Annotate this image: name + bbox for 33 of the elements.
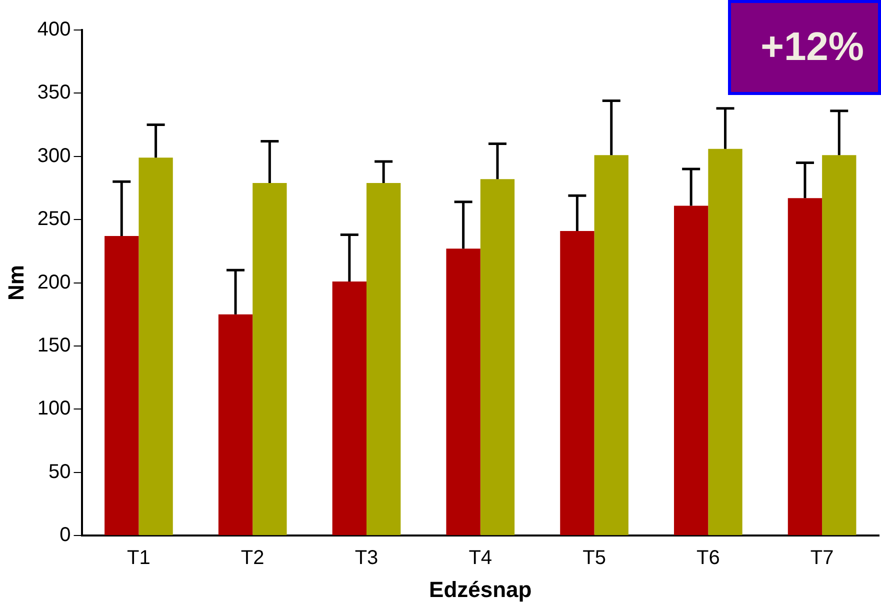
bar [104, 236, 139, 536]
x-tick-label: T6 [696, 547, 720, 570]
x-tick-label: T3 [354, 547, 378, 570]
bar [788, 198, 822, 536]
y-tick-label: 0 [60, 524, 71, 546]
y-axis-title: Nm [3, 265, 28, 301]
x-tick-label: T2 [240, 547, 264, 570]
y-tick-label: 150 [37, 334, 71, 357]
bar [594, 155, 628, 536]
bar [480, 179, 515, 536]
bar [822, 155, 856, 536]
x-axis-title: Edzésnap [429, 576, 532, 602]
bar [252, 182, 287, 536]
x-tick-label: T5 [582, 547, 606, 570]
bar [138, 158, 173, 536]
bar [446, 248, 480, 536]
y-tick-label: 50 [48, 460, 71, 483]
y-tick-label: 400 [37, 18, 71, 41]
bar [366, 182, 401, 536]
x-tick-label: T4 [468, 547, 492, 570]
bar [708, 148, 742, 536]
y-tick-label: 200 [37, 271, 71, 294]
x-tick-label: T1 [127, 547, 150, 570]
y-tick-label: 250 [37, 208, 71, 230]
bar [560, 230, 594, 536]
y-tick-label: 300 [37, 144, 71, 167]
bar [218, 314, 253, 536]
x-tick-label: T7 [810, 547, 834, 570]
y-tick-label: 100 [37, 398, 71, 420]
y-tick-label: 350 [37, 82, 71, 104]
annotation: +12% [728, 0, 881, 95]
bar [332, 282, 366, 536]
bar [674, 206, 708, 536]
